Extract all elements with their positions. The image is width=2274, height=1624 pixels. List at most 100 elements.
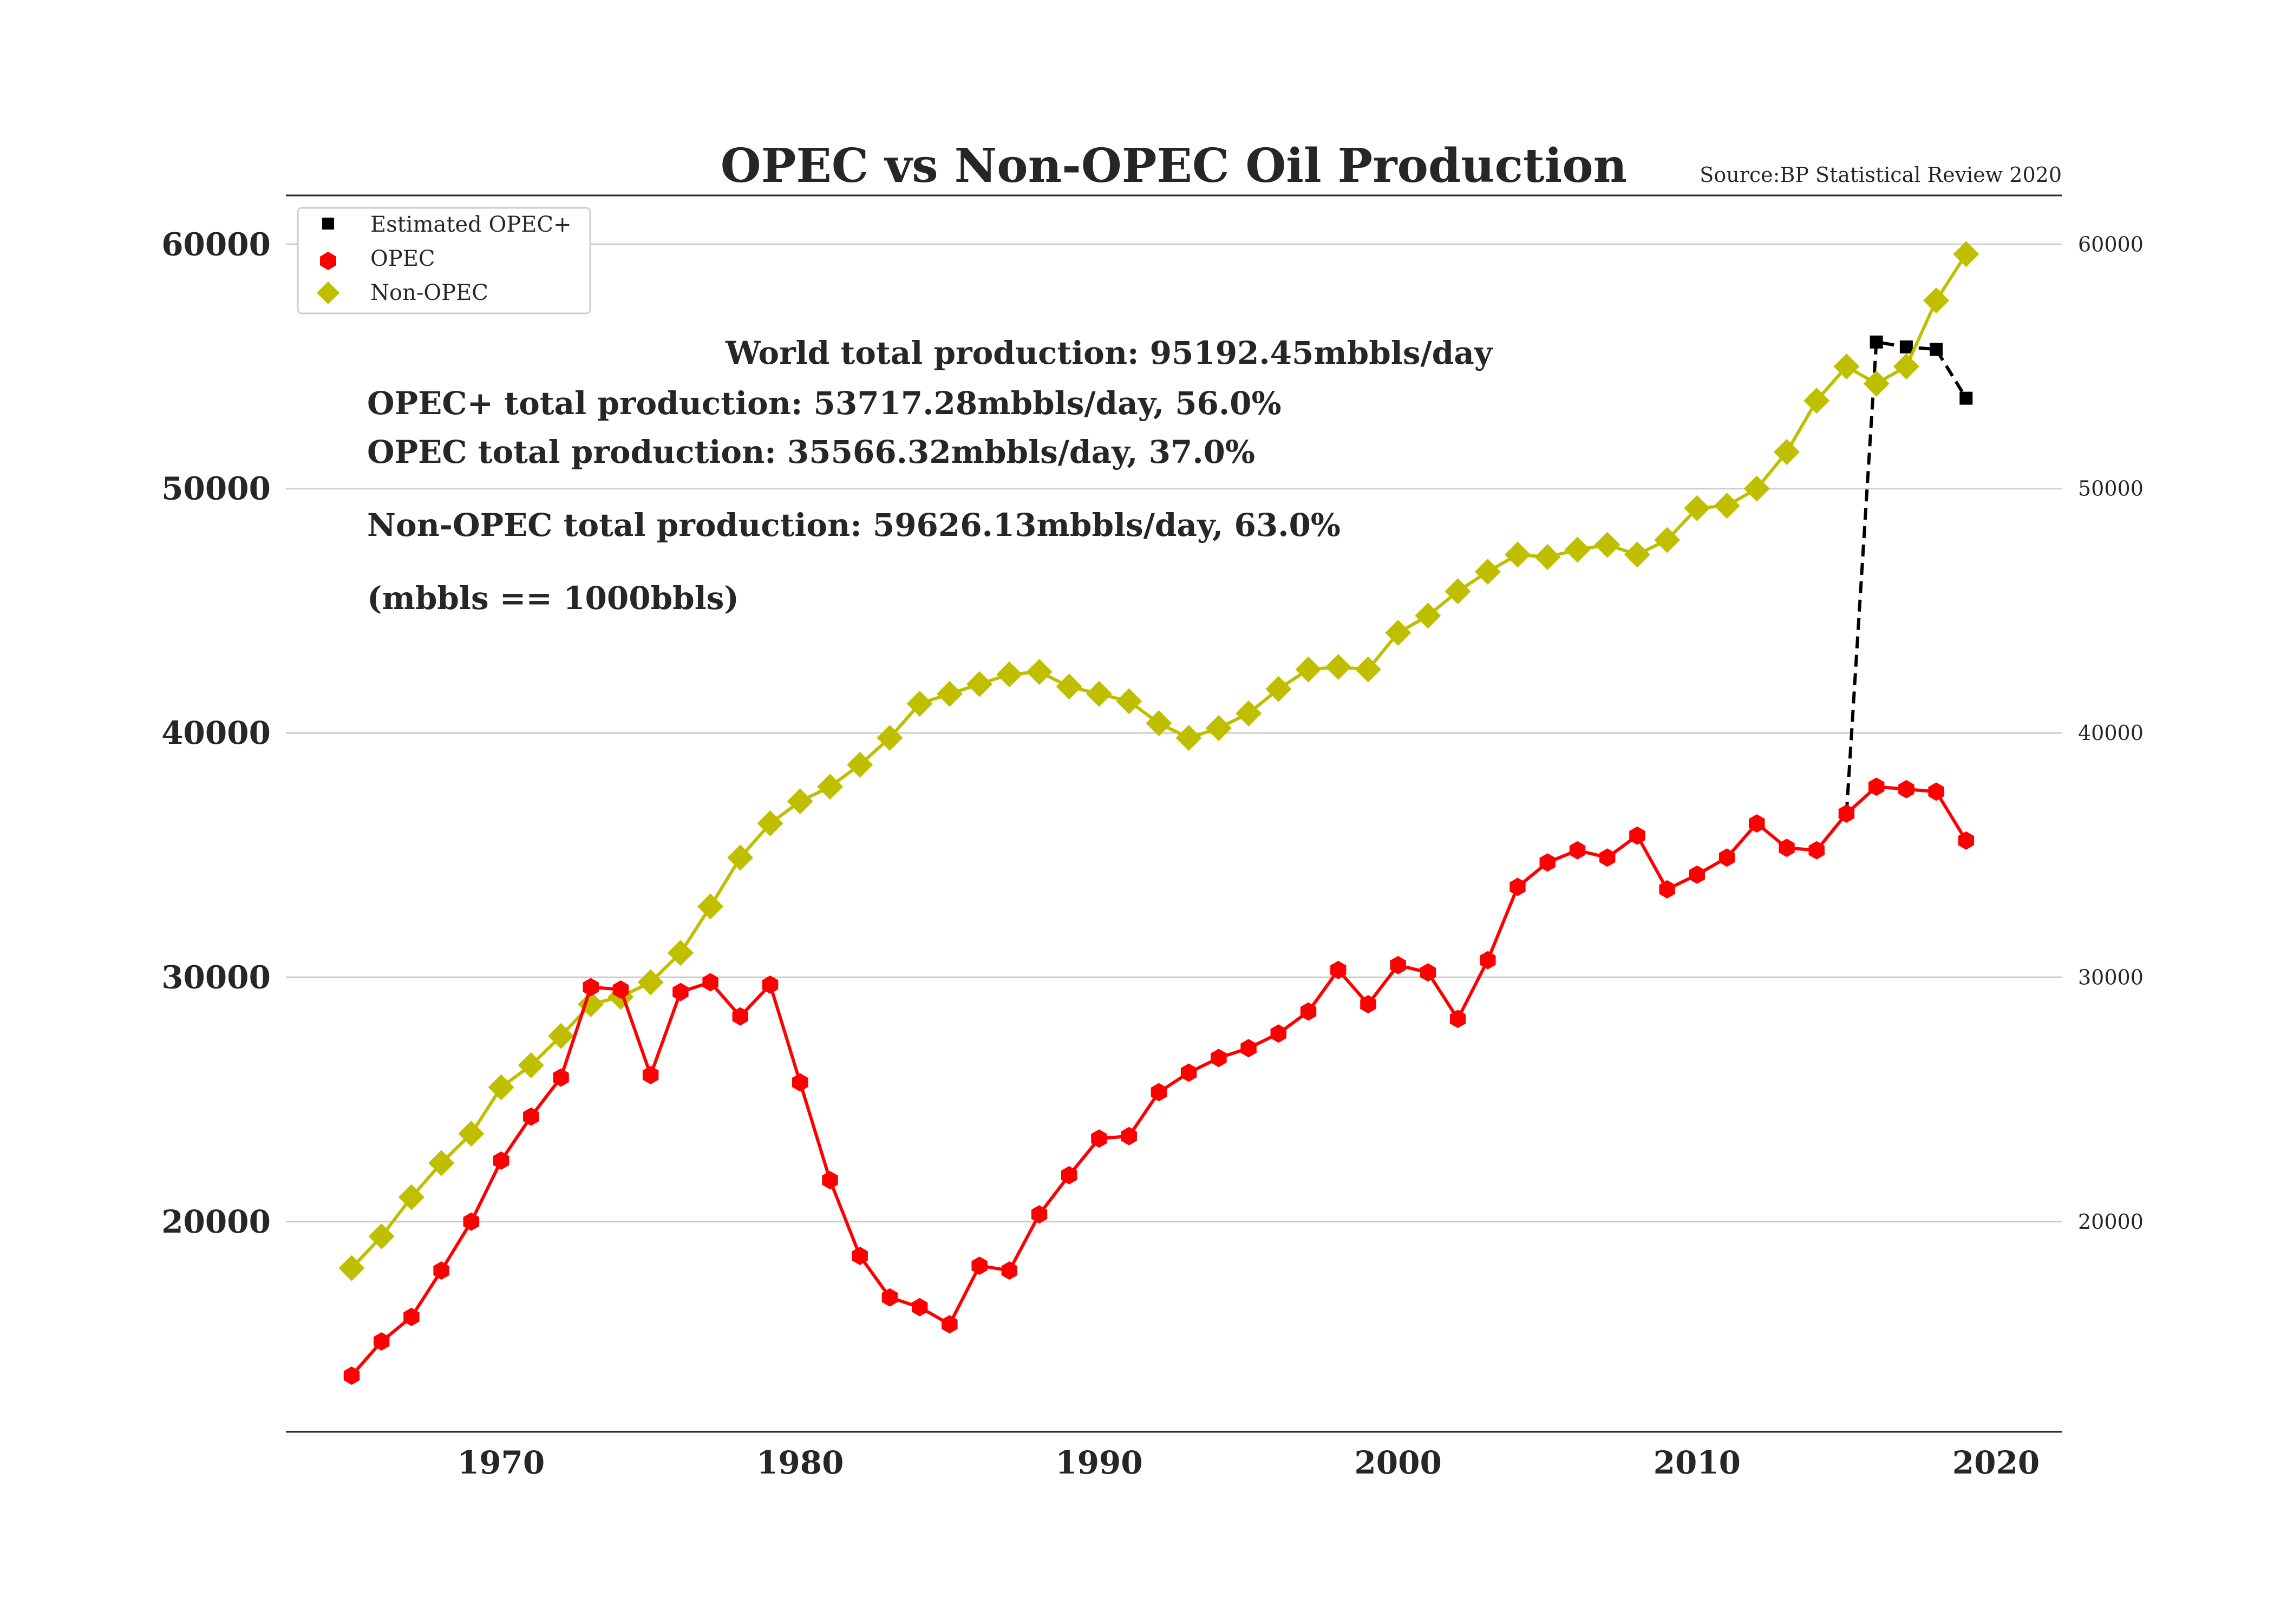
data-point-non-opec (787, 788, 813, 815)
data-point-non-opec (1474, 559, 1501, 585)
data-point-opec (1360, 995, 1376, 1014)
y-tick-right-label: 60000 (2078, 232, 2144, 256)
data-point-non-opec (1773, 438, 1800, 465)
series-estimated-opec (1845, 335, 1973, 814)
data-point-non-opec (697, 893, 724, 920)
data-point-non-opec (428, 1150, 455, 1176)
y-tick-left-label: 60000 (161, 226, 271, 263)
data-point-non-opec (757, 810, 783, 837)
data-point-non-opec (488, 1074, 514, 1101)
data-point-opec (1898, 780, 1914, 798)
x-tick-label: 1970 (458, 1444, 545, 1481)
data-point-non-opec (1505, 541, 1531, 568)
data-point-non-opec (906, 690, 933, 717)
data-point-opec (1749, 814, 1765, 833)
data-point-opec (1569, 841, 1586, 860)
series-non-opec (338, 241, 1979, 1281)
data-point-opec (852, 1247, 868, 1265)
y-tick-left-label: 50000 (161, 470, 271, 507)
data-point-opec (1808, 841, 1825, 860)
data-point-non-opec (1445, 578, 1471, 605)
data-point-non-opec (548, 1023, 574, 1049)
annotation-unit-note: (mbbls == 1000bbls) (367, 580, 739, 617)
data-point-non-opec (1325, 654, 1351, 680)
data-point-opec (881, 1288, 898, 1307)
x-tick-label: 2010 (1654, 1444, 1741, 1481)
data-point-non-opec (1385, 619, 1412, 646)
data-point-opec (1480, 951, 1496, 970)
data-point-non-opec (667, 940, 694, 966)
data-point-non-opec (1594, 532, 1620, 558)
x-tick-label: 2020 (1952, 1444, 2040, 1481)
data-point-opec (553, 1068, 569, 1087)
data-point-non-opec (1923, 287, 1950, 314)
annotation-world-total: World total production: 95192.45mbbls/da… (725, 335, 1494, 371)
data-point-opec (433, 1261, 449, 1280)
data-point-opec (1420, 963, 1436, 982)
data-point-non-opec (398, 1184, 424, 1210)
series-layer (338, 241, 1979, 1385)
data-point-opec (493, 1151, 509, 1170)
data-point-opec (1539, 853, 1556, 872)
data-point-opec (971, 1256, 988, 1275)
data-point-opec (583, 978, 599, 997)
y-tick-right-label: 50000 (2078, 477, 2144, 501)
data-point-opec (1629, 826, 1645, 845)
chart-title: OPEC vs Non-OPEC Oil Production (721, 139, 1627, 193)
data-point-opec (1240, 1039, 1257, 1058)
data-point-opec (463, 1212, 480, 1231)
data-point-non-opec (1086, 680, 1112, 707)
data-point-non-opec (1146, 710, 1172, 736)
data-point-opec (1928, 782, 1944, 801)
legend-label-non-opec: Non-OPEC (370, 280, 488, 305)
data-point-opec (1211, 1049, 1227, 1068)
data-point-opec (374, 1332, 390, 1351)
y-tick-right-label: 40000 (2078, 721, 2144, 745)
data-point-non-opec (877, 725, 903, 751)
y-tick-right-label: 20000 (2078, 1210, 2144, 1234)
source-label: Source:BP Statistical Review 2020 (1700, 163, 2062, 187)
data-point-non-opec (1564, 536, 1591, 563)
legend: Estimated OPEC+ OPEC Non-OPEC (297, 207, 591, 315)
data-point-non-opec (1714, 493, 1740, 519)
data-point-non-opec (1833, 353, 1860, 379)
y-tick-left-label: 20000 (161, 1203, 271, 1240)
data-point-non-opec (368, 1223, 395, 1249)
data-point-non-opec (847, 751, 873, 778)
data-point-opec (911, 1298, 928, 1317)
data-point-non-opec (1175, 725, 1202, 751)
annotation-non-opec-total: Non-OPEC total production: 59626.13mbbls… (367, 507, 1341, 543)
data-point-non-opec (1415, 603, 1441, 629)
data-point-opec (732, 1007, 748, 1026)
data-point-estimated-opec (1930, 343, 1943, 356)
data-point-opec (762, 975, 779, 994)
data-point-opec (1390, 955, 1406, 974)
y-tick-right-label: 30000 (2078, 965, 2144, 989)
annotations: World total production: 95192.45mbbls/da… (367, 335, 1494, 617)
data-point-non-opec (637, 969, 664, 996)
data-point-estimated-opec (1870, 335, 1883, 349)
x-tick-label: 1990 (1055, 1444, 1142, 1481)
data-point-opec (642, 1066, 659, 1084)
data-point-non-opec (1116, 688, 1142, 715)
data-point-opec (1091, 1129, 1107, 1148)
y-tick-left-label: 30000 (161, 959, 271, 996)
data-point-opec (702, 973, 718, 992)
legend-box (297, 207, 591, 315)
data-point-opec (1779, 839, 1795, 857)
legend-label-estimated-opec-plus: Estimated OPEC+ (370, 212, 571, 237)
series-line-opec (350, 785, 1968, 1377)
data-point-non-opec (1355, 656, 1381, 683)
data-point-opec (1061, 1166, 1077, 1184)
data-point-non-opec (1743, 475, 1770, 502)
data-point-opec (1958, 831, 1974, 850)
data-point-opec (942, 1315, 958, 1334)
data-point-non-opec (1624, 541, 1650, 568)
annotation-opec-plus-total: OPEC+ total production: 53717.28mbbls/da… (367, 385, 1282, 422)
data-point-opec (1121, 1127, 1137, 1145)
data-point-opec (1449, 1010, 1466, 1029)
series-opec (343, 777, 1974, 1385)
data-point-non-opec (338, 1255, 365, 1281)
data-point-non-opec (1654, 527, 1681, 553)
